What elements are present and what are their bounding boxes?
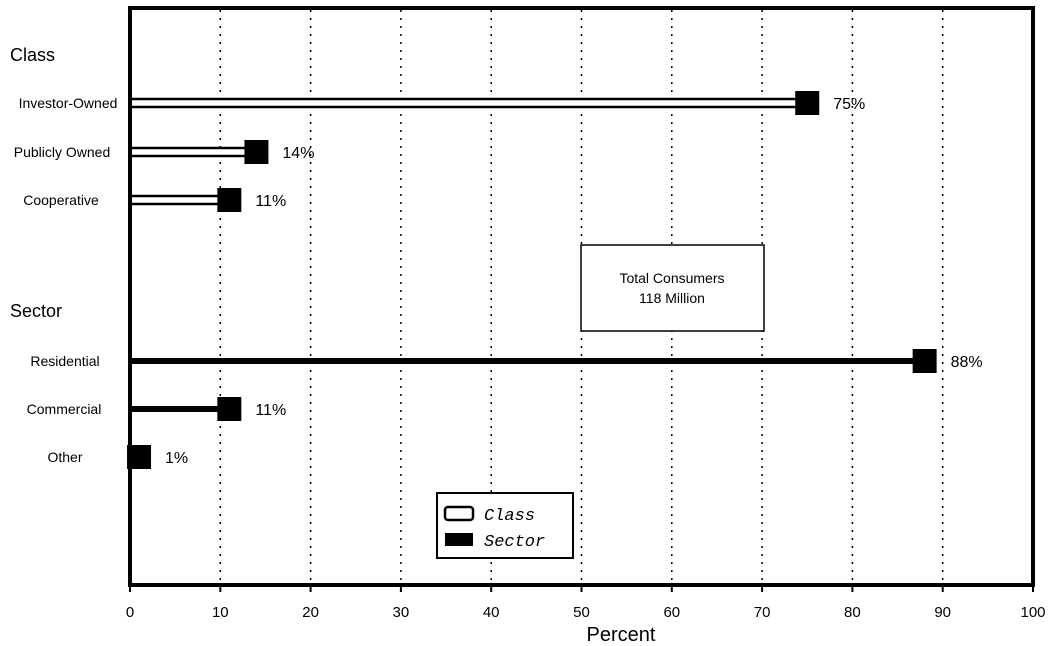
value-label-publicly-owned: 14% — [282, 145, 314, 162]
bar-residential — [130, 358, 925, 364]
annotation-box: Total Consumers 118 Million — [580, 244, 765, 332]
x-tick-label-30: 30 — [393, 604, 410, 621]
annotation-line1: Total Consumers — [619, 270, 724, 286]
value-label-residential: 88% — [951, 354, 983, 371]
annotation-line2: 118 Million — [639, 290, 705, 306]
group-label-sector: Sector — [10, 301, 62, 321]
x-tick-label-0: 0 — [126, 604, 134, 621]
bar-commercial — [130, 406, 230, 412]
x-axis: 0 10 20 30 40 50 60 70 80 90 100 — [126, 585, 1046, 621]
x-tick-label-40: 40 — [483, 604, 500, 621]
category-labels: Investor-Owned Publicly Owned Cooperative R… — [14, 95, 118, 465]
value-label-investor-owned: 75% — [833, 96, 865, 113]
bars: 75% 14% 11% 88% 11% 1% — [127, 91, 983, 469]
bar-marker-commercial — [217, 397, 242, 421]
bar-cooperative — [128, 194, 231, 206]
value-label-cooperative: 11% — [255, 193, 286, 210]
x-tick-label-10: 10 — [212, 604, 229, 621]
bar-marker-investor-owned — [795, 91, 820, 115]
legend-sector-swatch — [445, 533, 473, 546]
legend-class-swatch — [443, 505, 475, 522]
x-tick-label-100: 100 — [1020, 604, 1045, 621]
bar-marker-residential — [912, 349, 937, 373]
legend: Class Sector — [436, 492, 574, 559]
category-label-investor-owned: Investor-Owned — [19, 95, 118, 111]
x-axis-title: Percent — [587, 624, 656, 646]
category-label-cooperative: Cooperative — [23, 192, 99, 208]
category-label-commercial: Commercial — [27, 401, 102, 417]
group-label-class: Class — [10, 45, 55, 65]
category-label-other: Other — [47, 449, 82, 465]
x-tick-label-20: 20 — [302, 604, 319, 621]
bar-investor-owned — [128, 97, 809, 109]
x-tick-label-80: 80 — [844, 604, 861, 621]
bar-publicly-owned — [128, 146, 258, 158]
bar-marker-publicly-owned — [244, 140, 269, 164]
x-tick-label-60: 60 — [663, 604, 680, 621]
value-label-commercial: 11% — [255, 402, 286, 419]
category-label-residential: Residential — [30, 353, 99, 369]
x-tick-label-90: 90 — [934, 604, 951, 621]
x-tick-label-50: 50 — [573, 604, 590, 621]
legend-sector-label: Sector — [484, 533, 545, 552]
legend-class-label: Class — [484, 507, 535, 526]
category-label-publicly-owned: Publicly Owned — [14, 144, 111, 160]
x-tick-label-70: 70 — [754, 604, 771, 621]
value-label-other: 1% — [165, 450, 188, 467]
bar-marker-cooperative — [217, 188, 242, 212]
